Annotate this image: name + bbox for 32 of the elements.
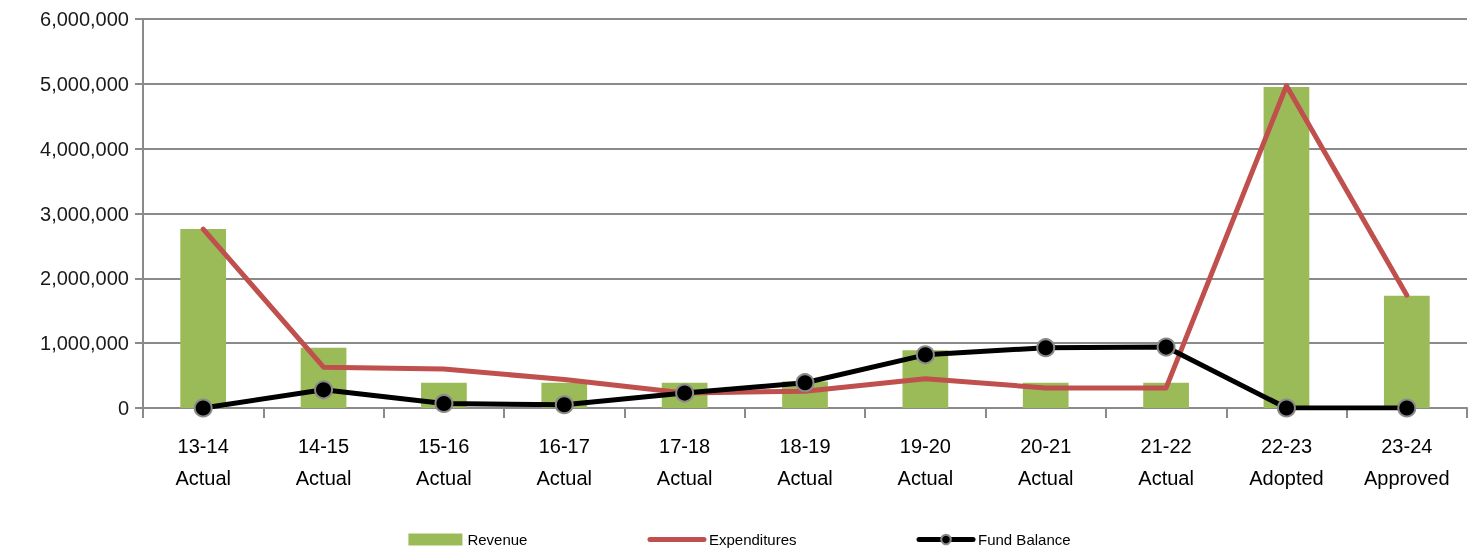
- point: [1036, 338, 1056, 358]
- x-tick-label: 13-14 Actual: [175, 435, 231, 489]
- bar: [180, 229, 227, 408]
- point: [1397, 398, 1417, 418]
- point: [193, 398, 213, 418]
- x-tick-label: 21-22 Actual: [1138, 435, 1194, 489]
- y-tick-label: 0: [117, 397, 129, 419]
- point: [1276, 398, 1296, 418]
- x-tick-label: 18-19 Actual: [777, 435, 833, 489]
- y-tick-label: 6,000,000: [40, 8, 129, 30]
- y-tick-label: 1,000,000: [40, 332, 129, 355]
- x-tick-label: 20-21 Actual: [1017, 435, 1074, 489]
- x-tick-label: 22-23 Adopted: [1249, 435, 1324, 489]
- x-tick-label: 19-20 Actual: [897, 435, 954, 489]
- bar: [1263, 87, 1310, 408]
- legend-label: Expenditures: [708, 531, 797, 548]
- x-tick-label: 15-16 Actual: [416, 435, 472, 489]
- bar: [1383, 295, 1430, 408]
- point: [915, 345, 935, 365]
- legend-label: Fund Balance: [978, 531, 1071, 548]
- point: [314, 380, 334, 400]
- point: [1156, 337, 1176, 357]
- x-tick-label: 16-17 Actual: [536, 435, 593, 489]
- x-tick-label: 14-15 Actual: [295, 435, 352, 489]
- legend-label: Revenue: [467, 531, 528, 548]
- x-tick-label: 23-24 Approved: [1364, 435, 1450, 489]
- x-tick-label: 17-18 Actual: [656, 435, 713, 489]
- y-tick-label: 2,000,000: [40, 267, 129, 290]
- point: [795, 373, 815, 393]
- y-tick-label: 3,000,000: [40, 202, 129, 225]
- y-tick-label: 4,000,000: [40, 137, 129, 160]
- y-tick-label: 5,000,000: [40, 72, 129, 95]
